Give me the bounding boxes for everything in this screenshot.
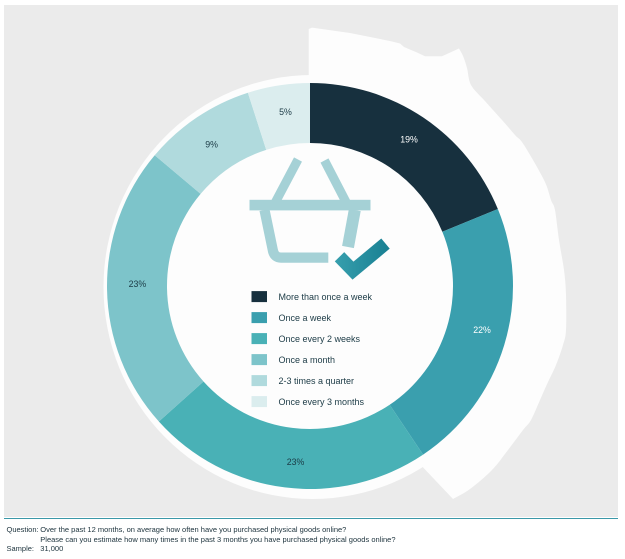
svg-text:23%: 23% — [287, 457, 305, 467]
svg-text:2-3 times a quarter: 2-3 times a quarter — [279, 376, 355, 386]
svg-text:Once every 3 months: Once every 3 months — [279, 397, 365, 407]
svg-text:Once a month: Once a month — [279, 355, 336, 365]
svg-text:Once every 2 weeks: Once every 2 weeks — [279, 334, 361, 344]
svg-text:19%: 19% — [400, 135, 418, 145]
svg-text:5%: 5% — [279, 107, 292, 117]
svg-text:22%: 22% — [473, 325, 491, 335]
svg-text:More than once a week: More than once a week — [279, 292, 373, 302]
svg-text:Once a week: Once a week — [279, 313, 332, 323]
svg-text:9%: 9% — [205, 140, 218, 150]
svg-text:23%: 23% — [129, 279, 147, 289]
